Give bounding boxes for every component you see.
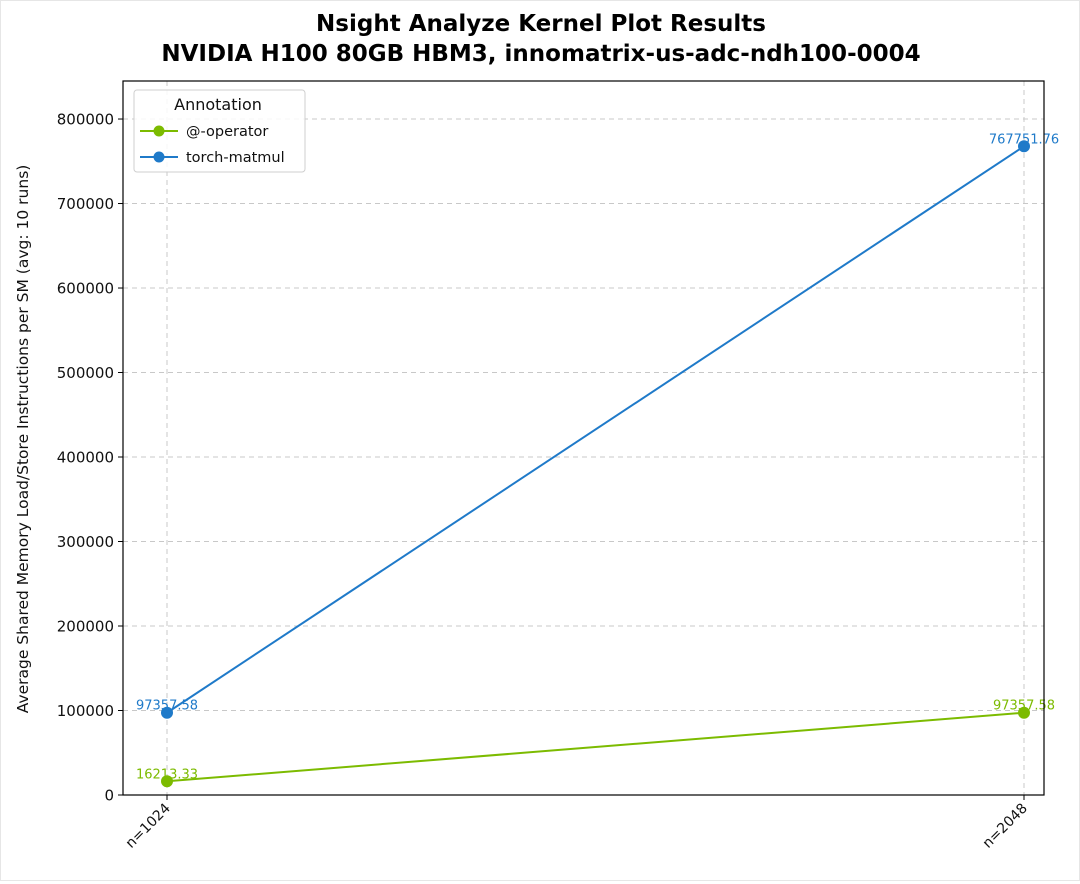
y-tick-label: 800000 — [57, 111, 114, 129]
y-axis: 0 100000 200000 300000 400000 500000 600000 700… — [57, 111, 123, 805]
legend: Annotation @-operator torch-matmul — [133, 89, 306, 173]
data-label-layer: 16213.33 97357.58 97357.58 767751.76 — [136, 132, 1059, 782]
chart-title: Nsight Analyze Kernel Plot Results — [316, 11, 766, 37]
plot-area — [122, 80, 1045, 796]
legend-box — [133, 89, 306, 173]
y-tick-label: 700000 — [57, 195, 114, 213]
x-tick-label: n=2048 — [980, 801, 1031, 852]
y-tick-label: 400000 — [57, 449, 114, 467]
data-point-operator — [161, 775, 173, 788]
data-label-operator: 16213.33 — [136, 767, 198, 782]
y-axis-label: Average Shared Memory Load/Store Instruc… — [14, 165, 32, 714]
y-tick-label: 500000 — [57, 364, 114, 382]
x-axis: n=1024 n=2048 — [123, 795, 1031, 852]
chart-subtitle: NVIDIA H100 80GB HBM3, innomatrix-us-adc… — [161, 41, 920, 67]
data-label-operator: 97357.58 — [993, 699, 1055, 714]
data-label-torch-matmul: 97357.58 — [136, 699, 198, 714]
y-tick-label: 100000 — [57, 702, 114, 720]
legend-entry-operator: @-operator — [140, 124, 268, 140]
legend-marker-torch-matmul — [153, 151, 165, 163]
legend-label-torch-matmul: torch-matmul — [186, 150, 285, 166]
x-tick-label: n=1024 — [123, 800, 174, 851]
y-tick-label: 600000 — [57, 280, 114, 298]
legend-entry-torch-matmul: torch-matmul — [140, 150, 285, 166]
series-line-torch-matmul — [166, 145, 1025, 714]
series-layer — [161, 140, 1030, 788]
y-tick-label: 200000 — [57, 618, 114, 636]
y-tick-label: 300000 — [57, 533, 114, 551]
legend-marker-operator — [153, 125, 165, 137]
legend-title: Annotation — [174, 95, 262, 114]
data-label-torch-matmul: 767751.76 — [989, 132, 1059, 147]
legend-label-operator: @-operator — [186, 124, 268, 140]
series-line-operator — [166, 711, 1025, 783]
data-point-operator — [1018, 706, 1030, 719]
y-tick-label: 0 — [104, 787, 114, 805]
data-point-torch-matmul — [161, 706, 173, 719]
data-point-torch-matmul — [1018, 140, 1030, 153]
grid-layer — [123, 81, 1044, 796]
